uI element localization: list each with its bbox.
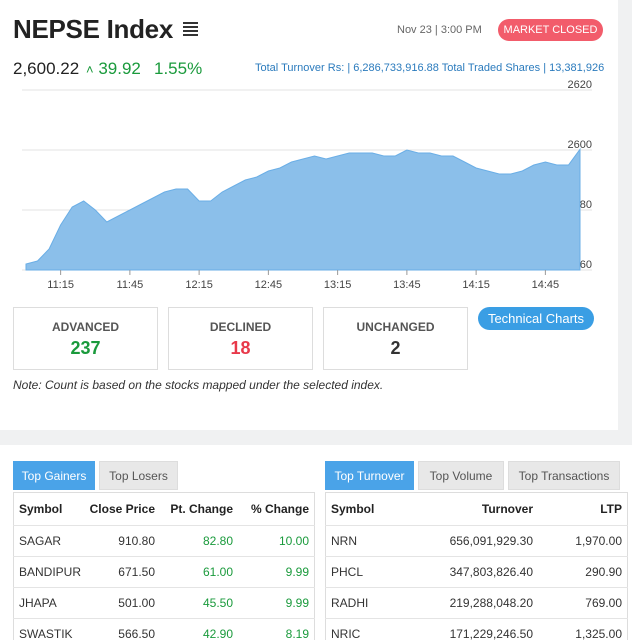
row-symbol[interactable]: RADHI	[325, 586, 415, 618]
row-close-price: 501.00	[87, 586, 161, 618]
col-turnover: Turnover	[481, 501, 533, 516]
row-symbol[interactable]: JHAPA	[13, 586, 87, 618]
row-ltp: 769.00	[539, 586, 628, 618]
table-row[interactable]: BANDIPUR 671.50 61.00 9.99	[13, 555, 315, 587]
x-tick-label: 13:15	[324, 279, 352, 291]
advanced-count: 237	[70, 338, 101, 358]
x-tick-label: 11:15	[47, 279, 74, 291]
y-tick-label: 2600	[568, 139, 592, 151]
tab-top-losers[interactable]: Top Losers	[99, 461, 178, 490]
col-close-price: Close Price	[89, 501, 155, 516]
market-datetime: Nov 23 | 3:00 PM	[397, 24, 482, 36]
row-close-price: 671.50	[87, 555, 161, 587]
unchanged-count: 2	[390, 338, 401, 358]
declined-label: DECLINED	[209, 320, 272, 334]
tab-top-transactions[interactable]: Top Transactions	[508, 461, 620, 490]
tab-top-volume[interactable]: Top Volume	[418, 461, 504, 490]
tab-top-gainers[interactable]: Top Gainers	[13, 461, 95, 490]
index-change-value: 39.92	[98, 59, 141, 78]
row-pct-change: 9.99	[239, 555, 315, 587]
table-row[interactable]: RADHI 219,288,048.20 769.00	[325, 586, 628, 618]
x-tick-label: 14:45	[532, 279, 560, 291]
row-symbol[interactable]: PHCL	[325, 555, 415, 587]
row-symbol[interactable]: NRN	[325, 524, 415, 556]
tab-top-turnover[interactable]: Top Turnover	[325, 461, 414, 490]
row-pt-change: 42.90	[161, 617, 239, 640]
row-pct-change: 10.00	[239, 524, 315, 556]
count-note: Note: Count is based on the stocks mappe…	[13, 378, 384, 392]
index-card: NEPSE Index Nov 23 | 3:00 PM MARKET CLOS…	[0, 0, 618, 430]
technical-charts-button[interactable]: Technical Charts	[478, 307, 594, 330]
index-chart: 262026002580256011:1511:4512:1512:4513:1…	[0, 79, 618, 300]
row-close-price: 910.80	[87, 524, 161, 556]
turnover-table: Symbol Turnover LTP NRN 656,091,929.30 1…	[325, 493, 628, 640]
turnover-summary: Total Turnover Rs: | 6,286,733,916.88 To…	[255, 62, 605, 74]
market-status-badge: MARKET CLOSED	[498, 19, 603, 41]
row-turnover: 219,288,048.20	[415, 586, 539, 618]
y-tick-label: 2620	[568, 80, 592, 91]
table-header-row: Symbol Close Price Pt. Change % Change	[13, 493, 315, 525]
table-row[interactable]: SAGAR 910.80 82.80 10.00	[13, 524, 315, 556]
col-pct-change: % Change	[250, 501, 309, 516]
page-title: NEPSE Index	[13, 14, 173, 44]
row-pt-change: 45.50	[161, 586, 239, 618]
row-ltp: 1,325.00	[539, 617, 628, 640]
x-tick-label: 12:15	[185, 279, 213, 291]
row-ltp: 1,970.00	[539, 524, 628, 556]
table-row[interactable]: JHAPA 501.00 45.50 9.99	[13, 586, 315, 618]
advanced-box: ADVANCED 237	[13, 307, 158, 370]
col-symbol: Symbol	[19, 501, 63, 516]
table-header-row: Symbol Turnover LTP	[325, 493, 628, 525]
row-symbol[interactable]: BANDIPUR	[13, 555, 87, 587]
row-pt-change: 82.80	[161, 524, 239, 556]
col-pt-change: Pt. Change	[170, 501, 233, 516]
x-tick-label: 13:45	[393, 279, 421, 291]
row-pt-change: 61.00	[161, 555, 239, 587]
row-pct-change: 8.19	[239, 617, 315, 640]
row-ltp: 290.90	[539, 555, 628, 587]
x-tick-label: 14:15	[462, 279, 490, 291]
up-arrow-icon: ˄	[86, 62, 94, 77]
movers-card: Top Gainers Top Losers Top Turnover Top …	[0, 445, 632, 640]
declined-count: 18	[230, 338, 251, 358]
row-close-price: 566.50	[87, 617, 161, 640]
row-symbol[interactable]: SWASTIK	[13, 617, 87, 640]
x-tick-label: 11:45	[117, 279, 144, 291]
row-turnover: 171,229,246.50	[415, 617, 539, 640]
index-change-percent: 1.55%	[154, 59, 203, 78]
index-value: 2,600.22	[13, 59, 80, 78]
advanced-label: ADVANCED	[51, 320, 120, 334]
table-row[interactable]: PHCL 347,803,826.40 290.90	[325, 555, 628, 587]
table-row[interactable]: NRN 656,091,929.30 1,970.00	[325, 524, 628, 556]
index-area-series	[25, 147, 581, 271]
row-turnover: 656,091,929.30	[415, 524, 539, 556]
col-symbol: Symbol	[331, 501, 375, 516]
index-chart-svg: 262026002580256011:1511:4512:1512:4513:1…	[22, 79, 592, 291]
row-turnover: 347,803,826.40	[415, 555, 539, 587]
x-tick-label: 12:45	[255, 279, 283, 291]
unchanged-box: UNCHANGED 2	[323, 307, 468, 370]
gainers-table: Symbol Close Price Pt. Change % Change S…	[13, 493, 315, 640]
row-pct-change: 9.99	[239, 586, 315, 618]
row-symbol[interactable]: NRIC	[325, 617, 415, 640]
table-row[interactable]: SWASTIK 566.50 42.90 8.19	[13, 617, 315, 640]
table-row[interactable]: NRIC 171,229,246.50 1,325.00	[325, 617, 628, 640]
col-ltp: LTP	[600, 501, 622, 516]
menu-icon[interactable]	[183, 22, 198, 36]
row-symbol[interactable]: SAGAR	[13, 524, 87, 556]
declined-box: DECLINED 18	[168, 307, 313, 370]
unchanged-label: UNCHANGED	[356, 320, 435, 334]
index-change: ˄ 39.92	[86, 59, 141, 79]
